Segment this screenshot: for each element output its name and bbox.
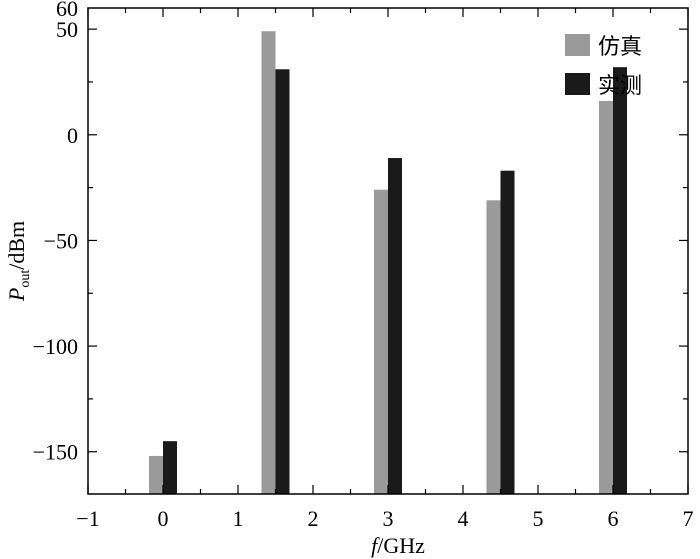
bar-sim-2 xyxy=(374,189,388,494)
legend-swatch-sim xyxy=(565,34,590,56)
y-axis-label: Pout/dBm xyxy=(4,221,33,302)
x-tick-label: −1 xyxy=(76,506,99,531)
bar-sim-4 xyxy=(599,100,613,495)
x-tick-label: 0 xyxy=(158,506,169,531)
bar-sim-1 xyxy=(261,31,276,495)
x-tick-label: 1 xyxy=(233,506,244,531)
x-tick-label: 5 xyxy=(533,506,544,531)
legend: 仿真 实测 xyxy=(565,34,642,99)
bar-sim-0 xyxy=(149,455,163,494)
y-tick-label: −50 xyxy=(44,228,78,253)
x-tick-label: 4 xyxy=(458,506,469,531)
y-tick-label: 0 xyxy=(67,123,78,148)
bar-meas-4 xyxy=(613,67,627,494)
x-tick-label: 3 xyxy=(383,506,394,531)
bar-sim-3 xyxy=(486,200,501,494)
y-axis-label-unit: /dBm xyxy=(4,221,29,270)
y-tick-label: 60 xyxy=(56,0,78,21)
bar-meas-1 xyxy=(275,69,290,494)
y-tick-label: −100 xyxy=(33,334,78,359)
bar-meas-2 xyxy=(388,158,402,494)
bar-meas-3 xyxy=(500,170,515,494)
y-axis-label-subscript: out xyxy=(18,270,33,288)
bar-meas-0 xyxy=(163,441,177,494)
x-axis-label: f/GHz xyxy=(371,533,425,558)
x-axis-label-italic: f xyxy=(371,533,380,558)
x-axis-label-unit: /GHz xyxy=(377,533,425,558)
legend-label-meas: 实测 xyxy=(598,74,642,99)
x-tick-labels: −1 0 1 2 3 4 5 6 7 xyxy=(76,506,693,531)
x-tick-label: 2 xyxy=(308,506,319,531)
x-tick-label: 6 xyxy=(608,506,619,531)
bars-group xyxy=(149,31,627,495)
ticks-group xyxy=(87,8,689,494)
legend-label-sim: 仿真 xyxy=(598,35,642,60)
y-axis-label-italic: P xyxy=(4,288,29,302)
x-tick-label: 7 xyxy=(683,506,694,531)
y-tick-label: 50 xyxy=(56,17,78,42)
y-tick-label: −150 xyxy=(33,440,78,465)
legend-swatch-meas xyxy=(565,73,590,95)
